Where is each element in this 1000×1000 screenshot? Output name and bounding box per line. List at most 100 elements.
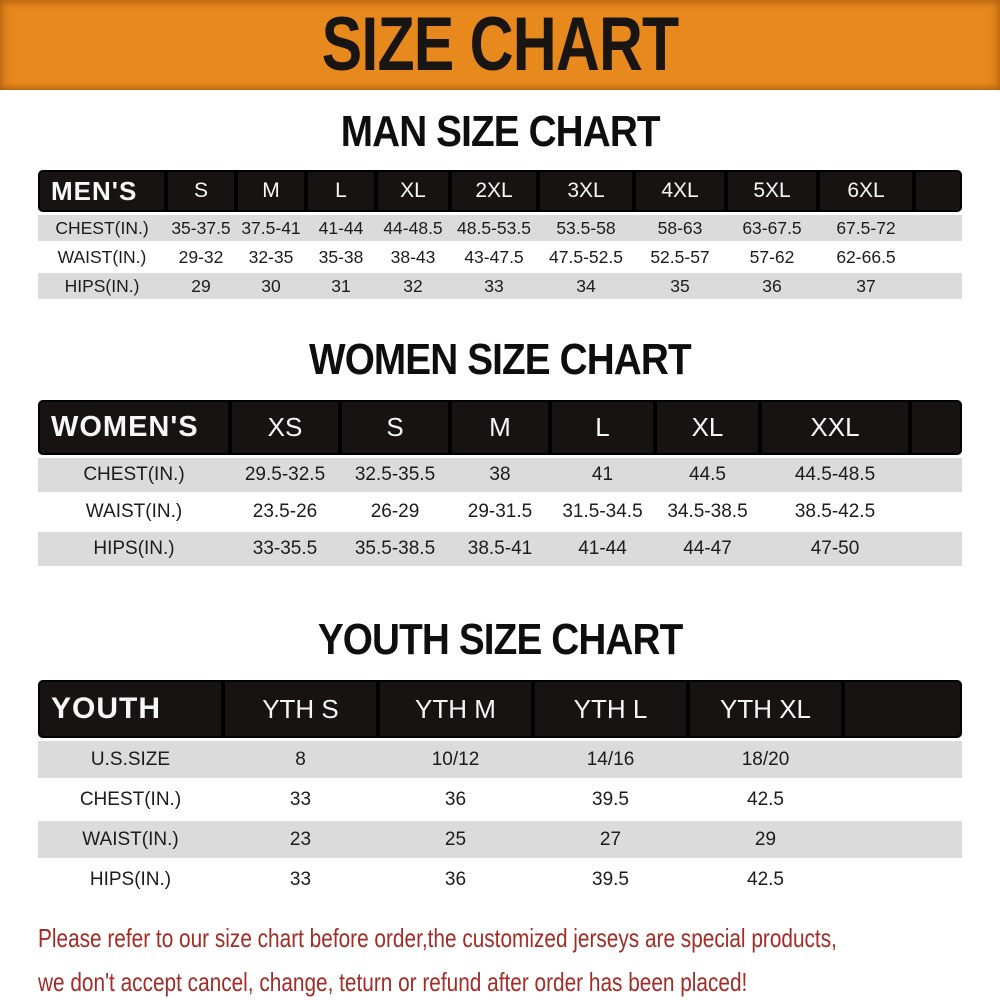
size-value-cell: 31.5-34.5: [550, 492, 655, 529]
size-value-cell: 57-62: [726, 241, 818, 270]
size-value-cell: 36: [726, 270, 818, 299]
table-filler-cell: [914, 212, 962, 241]
size-value-cell: 58-63: [634, 212, 726, 241]
row-label: HIPS(IN.): [38, 529, 230, 566]
size-value-cell: 31: [306, 270, 376, 299]
size-value-cell: 62-66.5: [818, 241, 914, 270]
table-filler-cell: [914, 241, 962, 270]
size-column-header: YTH XL: [688, 680, 843, 738]
size-value-cell: 35-37.5: [166, 212, 236, 241]
banner: SIZE CHART: [0, 0, 1000, 90]
size-value-cell: 34.5-38.5: [655, 492, 760, 529]
row-label: U.S.SIZE: [38, 738, 223, 778]
table-row: WAIST(IN.) 29-32 32-35 35-38 38-43 43-47…: [38, 241, 962, 270]
youth-section-heading: YOUTH SIZE CHART: [0, 616, 1000, 664]
men-header-row: MEN'S S M L XL 2XL 3XL 4XL 5XL 6XL: [38, 170, 962, 212]
youth-header-row: YOUTH YTH S YTH M YTH L YTH XL: [38, 680, 962, 738]
table-row: HIPS(IN.) 29 30 31 32 33 34 35 36 37: [38, 270, 962, 299]
size-value-cell: 42.5: [688, 858, 843, 898]
size-value-cell: 33: [223, 778, 378, 818]
size-value-cell: 35: [634, 270, 726, 299]
size-value-cell: 44.5-48.5: [760, 455, 910, 492]
size-value-cell: 33-35.5: [230, 529, 340, 566]
youth-size-table: YOUTH YTH S YTH M YTH L YTH XL U.S.SIZE …: [38, 680, 962, 898]
size-value-cell: 38.5-41: [450, 529, 550, 566]
size-value-cell: 39.5: [533, 778, 688, 818]
size-column-header: L: [550, 400, 655, 455]
size-value-cell: 35-38: [306, 241, 376, 270]
size-value-cell: 47-50: [760, 529, 910, 566]
size-column-header: M: [236, 170, 306, 212]
size-value-cell: 18/20: [688, 738, 843, 778]
size-value-cell: 37: [818, 270, 914, 299]
men-section-heading-text: MAN SIZE CHART: [340, 107, 661, 156]
table-row: CHEST(IN.) 29.5-32.5 32.5-35.5 38 41 44.…: [38, 455, 962, 492]
size-value-cell: 29.5-32.5: [230, 455, 340, 492]
table-filler-cell: [910, 455, 962, 492]
size-value-cell: 36: [378, 858, 533, 898]
size-value-cell: 32-35: [236, 241, 306, 270]
size-value-cell: 39.5: [533, 858, 688, 898]
women-section-heading-text: WOMEN SIZE CHART: [309, 335, 692, 384]
size-value-cell: 14/16: [533, 738, 688, 778]
size-value-cell: 44.5: [655, 455, 760, 492]
size-column-header: 6XL: [818, 170, 914, 212]
size-column-header: XL: [376, 170, 450, 212]
size-value-cell: 53.5-58: [538, 212, 634, 241]
youth-table-corner-label: YOUTH: [38, 680, 223, 738]
table-filler-cell: [910, 529, 962, 566]
size-value-cell: 67.5-72: [818, 212, 914, 241]
size-value-cell: 37.5-41: [236, 212, 306, 241]
size-column-header: YTH M: [378, 680, 533, 738]
size-column-header: 5XL: [726, 170, 818, 212]
size-value-cell: 44-48.5: [376, 212, 450, 241]
table-filler-cell: [843, 738, 962, 778]
women-size-table: WOMEN'S XS S M L XL XXL CHEST(IN.) 29.5-…: [38, 400, 962, 566]
banner-title: SIZE CHART: [321, 2, 680, 87]
size-value-cell: 41: [550, 455, 655, 492]
size-value-cell: 33: [450, 270, 538, 299]
size-value-cell: 63-67.5: [726, 212, 818, 241]
size-value-cell: 47.5-52.5: [538, 241, 634, 270]
size-value-cell: 23: [223, 818, 378, 858]
size-value-cell: 32.5-35.5: [340, 455, 450, 492]
men-table-corner-label: MEN'S: [38, 170, 166, 212]
size-value-cell: 43-47.5: [450, 241, 538, 270]
men-size-table: MEN'S S M L XL 2XL 3XL 4XL 5XL 6XL CHEST…: [38, 170, 962, 299]
row-label: HIPS(IN.): [38, 270, 166, 299]
women-header-row: WOMEN'S XS S M L XL XXL: [38, 400, 962, 455]
size-value-cell: 36: [378, 778, 533, 818]
row-label: WAIST(IN.): [38, 241, 166, 270]
size-column-header: S: [166, 170, 236, 212]
table-filler-cell: [843, 778, 962, 818]
table-filler-cell: [910, 400, 962, 455]
size-column-header: M: [450, 400, 550, 455]
size-value-cell: 10/12: [378, 738, 533, 778]
row-label: CHEST(IN.): [38, 455, 230, 492]
table-row: HIPS(IN.) 33 36 39.5 42.5: [38, 858, 962, 898]
women-section-heading: WOMEN SIZE CHART: [0, 336, 1000, 384]
table-filler-cell: [914, 270, 962, 299]
size-column-header: L: [306, 170, 376, 212]
size-value-cell: 26-29: [340, 492, 450, 529]
table-row: U.S.SIZE 8 10/12 14/16 18/20: [38, 738, 962, 778]
size-column-header: XS: [230, 400, 340, 455]
table-filler-cell: [843, 818, 962, 858]
size-value-cell: 29: [166, 270, 236, 299]
size-value-cell: 29: [688, 818, 843, 858]
size-column-header: YTH L: [533, 680, 688, 738]
size-column-header: 2XL: [450, 170, 538, 212]
size-value-cell: 32: [376, 270, 450, 299]
table-filler-cell: [843, 680, 962, 738]
row-label: CHEST(IN.): [38, 778, 223, 818]
size-value-cell: 44-47: [655, 529, 760, 566]
size-value-cell: 38: [450, 455, 550, 492]
row-label: CHEST(IN.): [38, 212, 166, 241]
table-row: CHEST(IN.) 35-37.5 37.5-41 41-44 44-48.5…: [38, 212, 962, 241]
size-value-cell: 35.5-38.5: [340, 529, 450, 566]
size-column-header: XXL: [760, 400, 910, 455]
size-value-cell: 52.5-57: [634, 241, 726, 270]
table-row: WAIST(IN.) 23 25 27 29: [38, 818, 962, 858]
table-filler-cell: [914, 170, 962, 212]
